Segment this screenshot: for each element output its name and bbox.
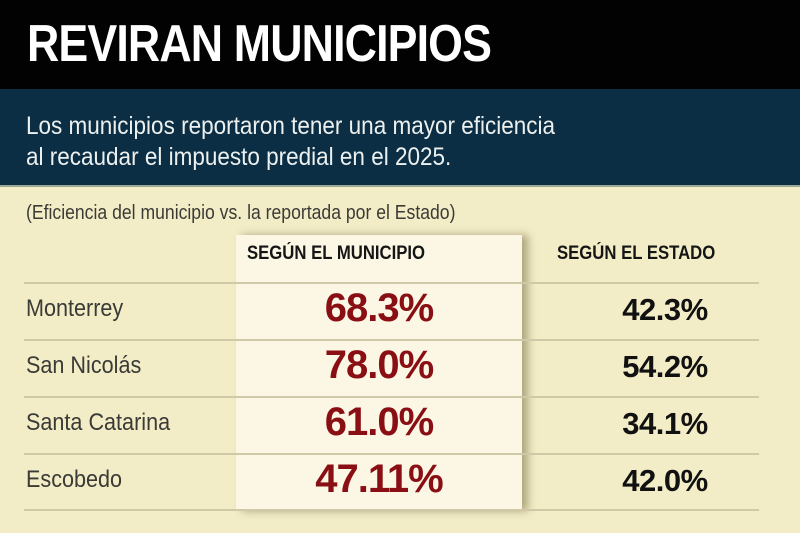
row-label: Escobedo: [26, 466, 123, 493]
subtitle-band: Los municipios reportaron tener una mayo…: [0, 89, 800, 187]
column-header-estado: SEGÚN EL ESTADO: [557, 243, 716, 264]
column-header-municipio: SEGÚN EL MUNICIPIO: [247, 243, 426, 264]
subtitle-line-1: Los municipios reportaron tener una mayo…: [26, 112, 556, 140]
estado-value: 54.2%: [622, 349, 708, 384]
municipio-column-highlight: [236, 235, 522, 511]
divider: [24, 509, 759, 511]
divider: [24, 339, 759, 341]
municipio-value: 61.0%: [324, 400, 434, 444]
divider: [24, 396, 759, 398]
divider: [24, 282, 759, 284]
page-title: REVIRAN MUNICIPIOS: [27, 15, 492, 73]
municipio-value: 78.0%: [324, 343, 434, 387]
divider: [24, 453, 759, 455]
row-label: Santa Catarina: [26, 409, 171, 436]
title-bar: REVIRAN MUNICIPIOS: [0, 0, 800, 89]
row-label: San Nicolás: [26, 352, 142, 379]
subtitle: Los municipios reportaron tener una mayo…: [26, 111, 555, 173]
municipio-value: 68.3%: [324, 286, 434, 330]
municipio-value: 47.11%: [315, 457, 443, 501]
estado-value: 34.1%: [622, 406, 708, 441]
estado-value: 42.0%: [622, 463, 708, 498]
subtitle-line-2: al recaudar el impuesto predial en el 20…: [26, 143, 452, 171]
row-label: Monterrey: [26, 295, 124, 322]
estado-value: 42.3%: [622, 292, 708, 327]
table-note: (Eficiencia del municipio vs. la reporta…: [26, 202, 456, 224]
